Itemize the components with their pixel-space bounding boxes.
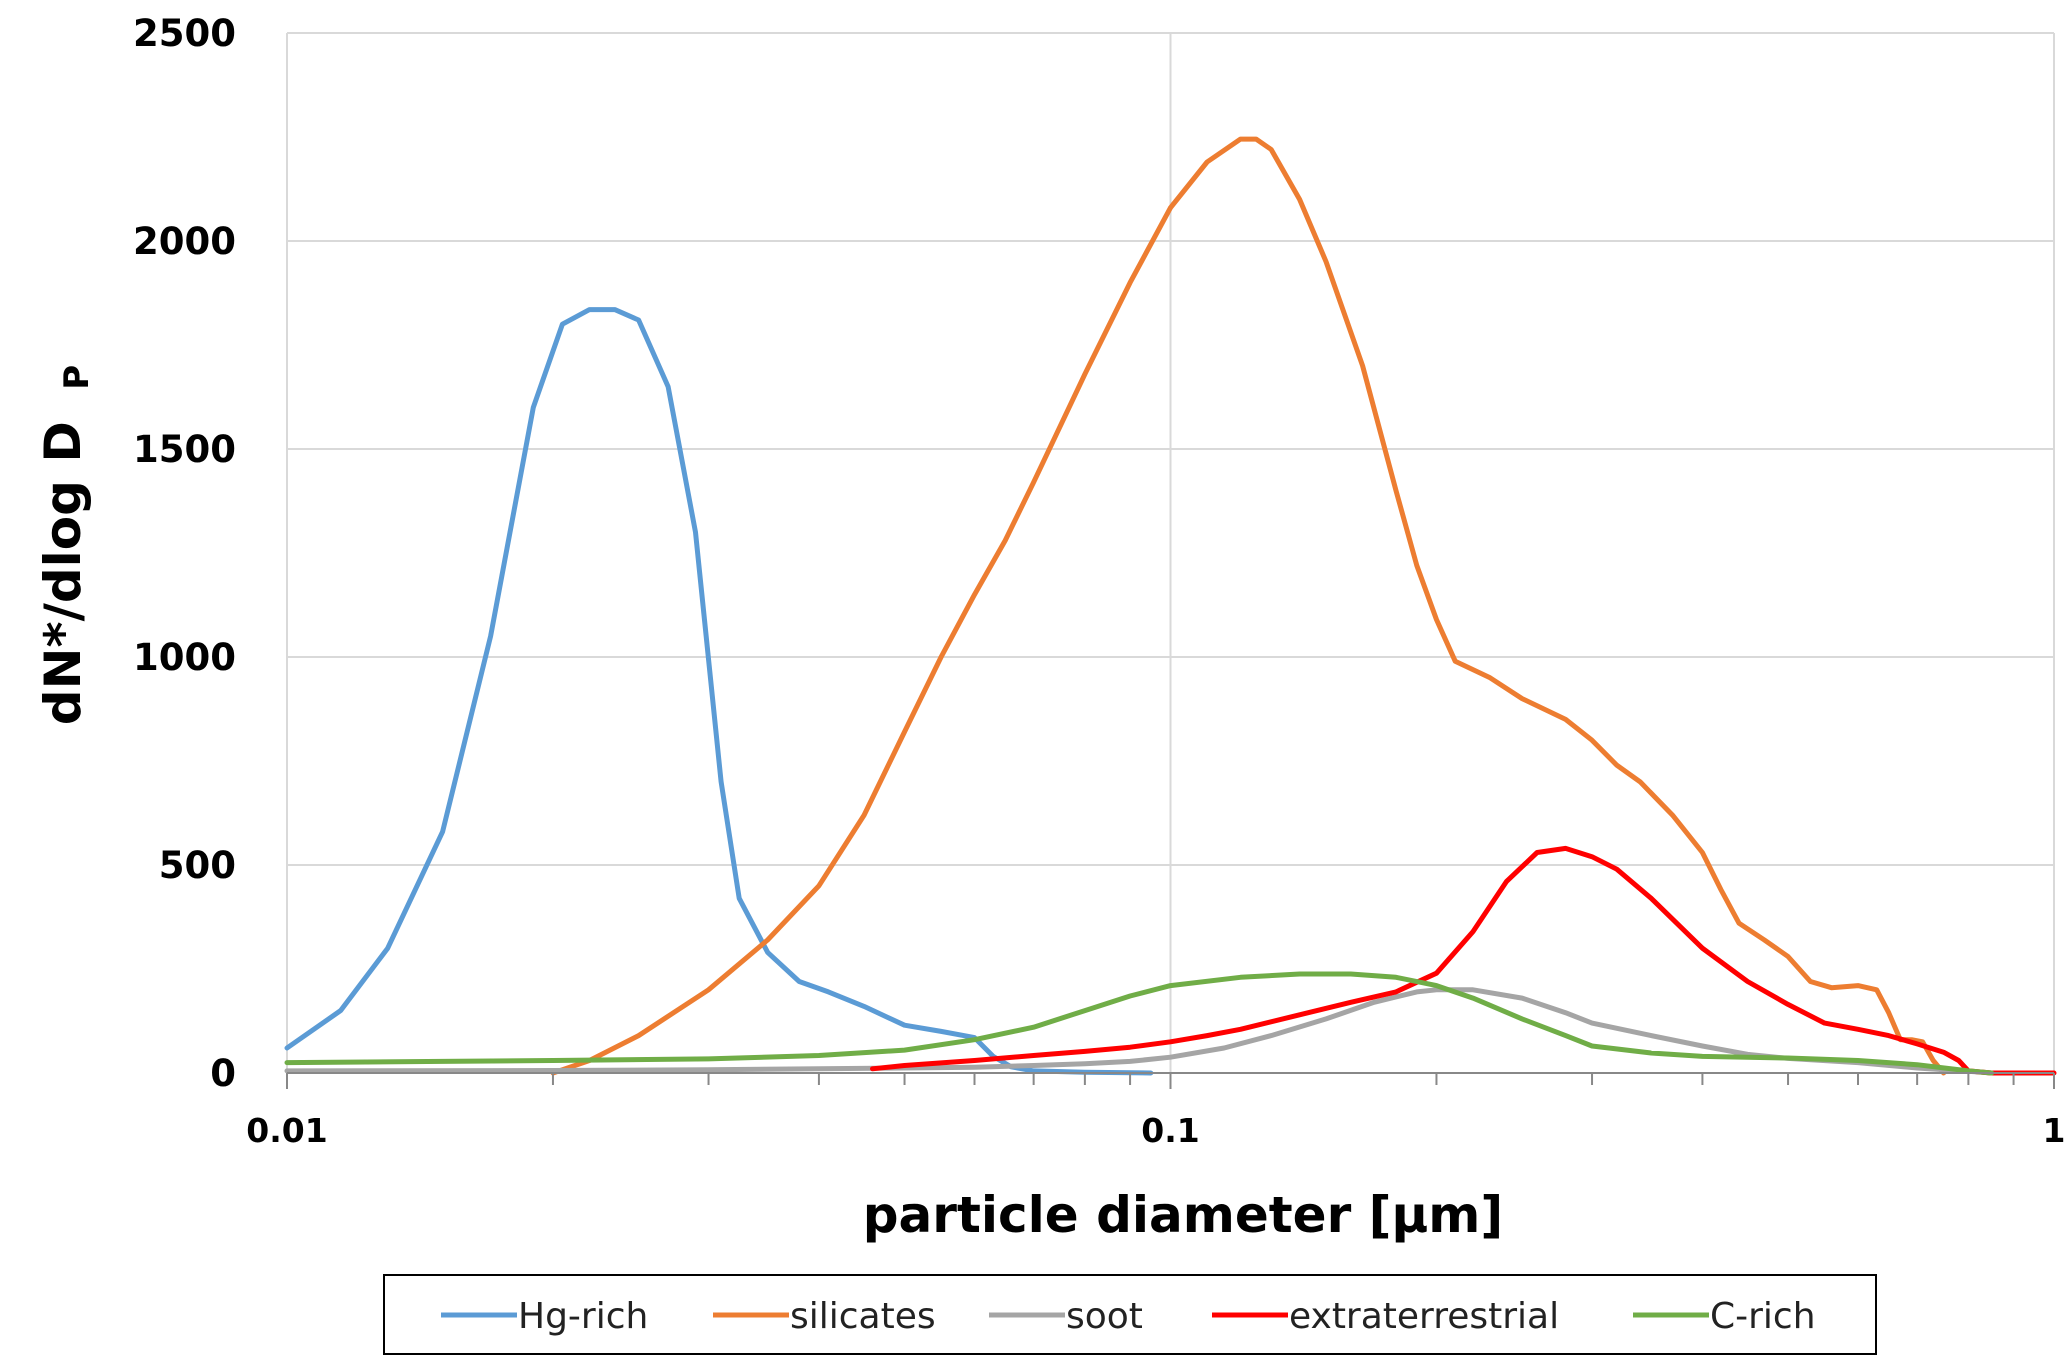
x-tick-label: 0.01	[246, 1111, 327, 1150]
y-axis-title: dN*/dlog D P	[34, 365, 97, 725]
series-lines	[284, 136, 2057, 1076]
legend: Hg-rich silicates soot extraterrestrial C-ri…	[383, 1274, 1877, 1355]
x-tick-label: 0.1	[1141, 1111, 1199, 1150]
y-tick-label: 1500	[133, 428, 236, 471]
y-tick-label: 0	[210, 1052, 236, 1095]
series-line-hg-rich	[284, 307, 1154, 1076]
x-tick-label: 1	[2043, 1111, 2066, 1150]
legend-label-silicates: silicates	[790, 1296, 936, 1337]
series-line-silicates	[550, 136, 1947, 1076]
x-axis-title: particle diameter [µm]	[863, 1186, 1503, 1244]
series-line-c-rich	[284, 971, 1995, 1076]
series-line-extraterrestrial	[870, 845, 2057, 1076]
y-tick-label: 500	[159, 844, 236, 887]
legend-label-hg-rich: Hg-rich	[518, 1296, 648, 1337]
y-axis-title-subscript: P	[57, 365, 97, 390]
legend-label-soot: soot	[1066, 1296, 1143, 1337]
legend-items: Hg-rich silicates soot extraterrestrial C-ri…	[441, 1296, 1816, 1337]
y-tick-label: 2000	[133, 220, 236, 263]
y-axis-title-main: dN*/dlog D	[34, 421, 92, 725]
legend-box	[383, 1274, 1877, 1355]
tick-labels: 0 500 1000 1500 2000 2500 0.01 0.1 1	[133, 12, 2065, 1150]
legend-label-c-rich: C-rich	[1710, 1296, 1816, 1337]
y-tick-label: 2500	[133, 12, 236, 55]
legend-label-extraterrestrial: extraterrestrial	[1289, 1296, 1559, 1337]
axes	[286, 1072, 2055, 1089]
y-tick-label: 1000	[133, 636, 236, 679]
